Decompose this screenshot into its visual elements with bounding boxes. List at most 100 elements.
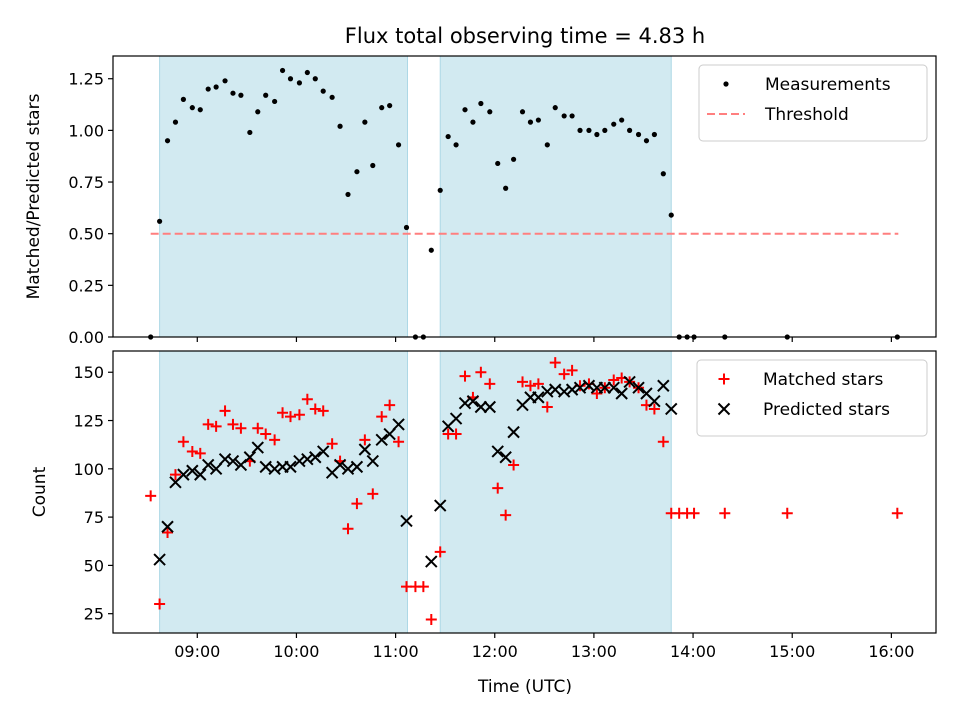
data-point (284, 460, 297, 474)
data-point (320, 88, 326, 94)
y-tick-label: 25 (84, 605, 104, 624)
data-point (252, 422, 264, 434)
data-point (157, 218, 163, 224)
x-tick-label: 13:00 (571, 642, 617, 661)
data-point (719, 507, 731, 519)
data-point (251, 441, 264, 454)
data-point (466, 395, 480, 408)
data-point (351, 498, 363, 510)
data-point (549, 357, 561, 369)
data-point (660, 171, 666, 177)
data-point (238, 92, 244, 98)
data-point (222, 78, 228, 84)
data-point (535, 117, 541, 123)
observing-window-2 (439, 55, 672, 338)
data-point (453, 142, 459, 148)
data-point (615, 387, 628, 400)
legend-label: Predicted stars (763, 400, 890, 420)
data-point (342, 523, 354, 535)
data-point (180, 96, 187, 102)
data-point (226, 454, 240, 468)
data-point (491, 445, 504, 458)
data-point (154, 598, 166, 610)
data-point (177, 436, 189, 448)
y-tick-label: 75 (84, 508, 104, 527)
data-point (201, 458, 215, 472)
data-point (445, 133, 451, 140)
data-point (651, 131, 657, 138)
data-point (532, 378, 544, 390)
data-point (186, 464, 199, 477)
legend-label: Measurements (765, 75, 891, 95)
legend-label: Matched stars (763, 370, 883, 390)
data-point (470, 119, 476, 125)
data-point (668, 212, 674, 218)
data-point (434, 499, 447, 512)
data-point (145, 490, 157, 502)
data-point (611, 121, 617, 127)
data-point (194, 468, 207, 481)
data-point (541, 401, 553, 413)
y-axis-label: Count (30, 466, 50, 517)
data-point (602, 127, 608, 133)
series-predicted-stars (153, 375, 678, 568)
data-point (272, 98, 278, 105)
y-tick-label: 0.75 (68, 173, 104, 192)
data-point (255, 109, 261, 115)
legend-marker (718, 373, 730, 385)
data-point (161, 520, 174, 533)
data-point (326, 438, 338, 450)
y-tick-label: 125 (73, 412, 104, 431)
plot-frame (112, 350, 937, 634)
data-point (172, 119, 179, 125)
data-point (594, 131, 600, 138)
y-tick-label: 0.00 (68, 328, 104, 347)
data-point (210, 420, 222, 432)
legend-marker (717, 402, 731, 416)
observing-window-1 (159, 350, 408, 634)
data-point (474, 400, 488, 414)
data-point (169, 469, 181, 481)
data-point (627, 127, 633, 133)
x-tick-label: 12:00 (472, 642, 518, 661)
legend-marker (723, 81, 729, 87)
data-point (317, 405, 329, 417)
data-point (279, 67, 286, 74)
data-point (544, 142, 550, 148)
data-point (345, 191, 351, 198)
data-point (376, 411, 388, 423)
data-point (462, 107, 468, 113)
data-point (428, 247, 434, 253)
data-point (507, 425, 520, 439)
data-point (227, 418, 239, 430)
data-point (517, 376, 529, 388)
data-point (186, 445, 198, 457)
data-point (337, 123, 343, 129)
data-point (395, 142, 402, 148)
data-point (277, 407, 289, 419)
data-point (359, 434, 371, 446)
x-tick-label: 09:00 (174, 642, 220, 661)
data-point (177, 468, 190, 481)
data-point (591, 387, 603, 399)
data-point (284, 411, 296, 423)
data-point (209, 462, 223, 476)
data-point (309, 403, 321, 415)
data-point (384, 399, 396, 411)
data-point (367, 488, 379, 500)
data-point (213, 84, 219, 90)
data-point (329, 94, 335, 100)
observing-window-1 (159, 55, 408, 338)
data-point (527, 119, 534, 125)
data-point (301, 393, 313, 405)
observing-window-2 (439, 350, 672, 634)
data-point (598, 381, 612, 394)
x-tick-label: 15:00 (769, 642, 815, 661)
data-point (566, 364, 578, 376)
data-point (194, 447, 206, 459)
data-point (358, 443, 372, 456)
data-point (296, 80, 303, 86)
data-point (437, 187, 443, 193)
x-tick-label: 11:00 (373, 642, 419, 661)
